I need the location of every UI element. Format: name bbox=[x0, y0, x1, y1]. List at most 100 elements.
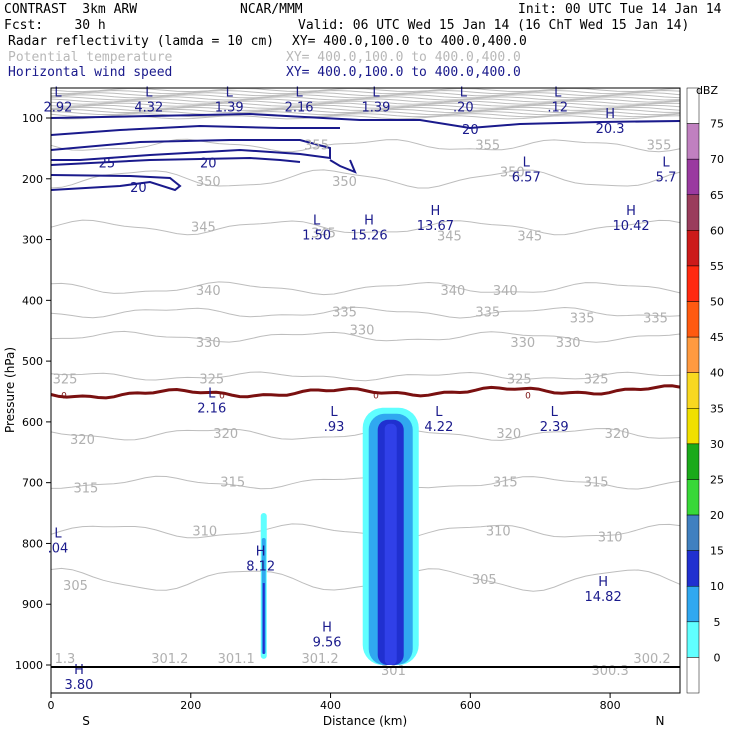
theta-label: 330 bbox=[350, 324, 375, 339]
theta-top-contour bbox=[50, 110, 681, 116]
wind-contour-25 bbox=[50, 124, 340, 136]
colorbar-segment bbox=[686, 550, 700, 587]
colorbar-segment bbox=[686, 158, 700, 196]
theta-top-contour bbox=[50, 106, 681, 111]
minmax-marker: H bbox=[605, 107, 615, 122]
minmax-marker: L bbox=[372, 86, 380, 101]
colorbar-segment bbox=[686, 585, 700, 623]
theta-top-contour bbox=[50, 113, 681, 118]
field-xy-reflectivity: XY= 400.0,100.0 to 400.0,400.0 bbox=[292, 34, 527, 49]
minmax-marker: H bbox=[364, 213, 374, 228]
colorbar-segment bbox=[686, 479, 700, 516]
theta-label: 315 bbox=[493, 476, 518, 491]
plot-frame bbox=[50, 87, 681, 694]
org-label: NCAR/MMM bbox=[240, 2, 303, 17]
wind-contour-20 bbox=[50, 112, 681, 130]
theta-label: 315 bbox=[74, 482, 99, 497]
y-tick-label: 600 bbox=[22, 416, 43, 429]
theta-contour bbox=[50, 138, 681, 153]
minmax-value: 2.16 bbox=[197, 402, 226, 417]
theta-label: 301.1 bbox=[218, 652, 255, 667]
north-label: N bbox=[656, 714, 665, 728]
minmax-marker: L bbox=[523, 156, 531, 171]
theta-label: 310 bbox=[598, 530, 623, 545]
theta-contour bbox=[50, 281, 681, 296]
minmax-value: 20.3 bbox=[596, 122, 625, 137]
colorbar-segment bbox=[686, 443, 700, 480]
reflectivity-cell-core bbox=[384, 423, 397, 665]
wind-label: 20 bbox=[462, 123, 479, 138]
freezing-level-label: 0 bbox=[61, 392, 67, 402]
theta-label: 340 bbox=[493, 284, 518, 299]
field-label-reflectivity: Radar reflectivity (lamda = 10 cm) bbox=[8, 34, 275, 49]
theta-top-contour bbox=[50, 92, 681, 97]
minmax-marker: H bbox=[626, 204, 636, 219]
freezing-level-label: 0 bbox=[373, 392, 379, 402]
minmax-marker: L bbox=[551, 405, 559, 420]
field-xy-wind: XY= 400.0,100.0 to 400.0,400.0 bbox=[286, 65, 521, 80]
colorbar-label: 10 bbox=[710, 580, 724, 593]
colorbar-segment bbox=[686, 336, 700, 373]
wind-contour-25b bbox=[50, 139, 331, 161]
theta-label: 345 bbox=[517, 230, 542, 245]
minmax-marker: H bbox=[74, 663, 84, 678]
theta-top-contour bbox=[50, 100, 681, 105]
minmax-value: 2.92 bbox=[44, 101, 73, 116]
colorbar-label: 65 bbox=[710, 189, 724, 202]
reflectivity-cell-core bbox=[262, 583, 265, 654]
colorbar-unit: dBZ bbox=[696, 84, 719, 97]
x-tick-label: 200 bbox=[180, 699, 201, 712]
y-tick-label: 700 bbox=[22, 477, 43, 490]
theta-label: 355 bbox=[304, 138, 329, 153]
theta-top-contour bbox=[50, 96, 681, 101]
y-tick-label: 1000 bbox=[15, 659, 43, 672]
theta-contour bbox=[50, 169, 681, 189]
theta-label: 355 bbox=[647, 138, 672, 153]
colorbar-segment bbox=[686, 194, 700, 231]
theta-label: 310 bbox=[192, 524, 217, 539]
minmax-value: 15.26 bbox=[350, 228, 387, 243]
colorbar-label: 30 bbox=[710, 438, 724, 451]
minmax-marker: L bbox=[54, 526, 62, 541]
minmax-value: 1.39 bbox=[362, 101, 391, 116]
theta-top-contour bbox=[50, 104, 681, 109]
wind-contour-20c bbox=[50, 174, 182, 192]
colorbar-segment bbox=[686, 230, 700, 267]
theta-label: 335 bbox=[643, 312, 668, 327]
colorbar-label: 25 bbox=[710, 473, 724, 486]
x-tick-label: 0 bbox=[48, 699, 55, 712]
theta-label: 340 bbox=[440, 284, 465, 299]
theta-label: 315 bbox=[584, 476, 609, 491]
minmax-value: .20 bbox=[453, 101, 474, 116]
colorbar-segment bbox=[686, 301, 700, 338]
theta-label: 335 bbox=[332, 305, 357, 320]
minmax-marker: L bbox=[460, 86, 468, 101]
minmax-marker: L bbox=[54, 86, 62, 101]
theta-label: 320 bbox=[605, 427, 630, 442]
minmax-marker: L bbox=[330, 405, 338, 420]
wind-contour-20b bbox=[50, 156, 301, 166]
theta-label: 315 bbox=[220, 476, 245, 491]
y-tick-label: 800 bbox=[22, 537, 43, 550]
minmax-value: 8.12 bbox=[246, 560, 275, 575]
model-title: CONTRAST 3km ARW bbox=[4, 2, 138, 17]
x-tick-label: 800 bbox=[600, 699, 621, 712]
minmax-value: .12 bbox=[547, 101, 568, 116]
theta-label: 345 bbox=[311, 226, 336, 241]
colorbar-segment bbox=[686, 265, 700, 302]
theta-top-contour bbox=[50, 102, 681, 107]
theta-label: 350 bbox=[500, 166, 525, 181]
minmax-value: 10.42 bbox=[612, 219, 649, 234]
theta-label: 320 bbox=[70, 433, 95, 448]
y-tick-label: 400 bbox=[22, 294, 43, 307]
y-tick-label: 200 bbox=[22, 173, 43, 186]
colorbar-label: 75 bbox=[710, 118, 724, 131]
minmax-value: 1.50 bbox=[302, 228, 331, 243]
minmax-marker: H bbox=[256, 545, 266, 560]
theta-label: 325 bbox=[199, 372, 224, 387]
colorbar-label: 55 bbox=[710, 260, 724, 273]
freezing-level-label: 0 bbox=[525, 392, 531, 402]
minmax-value: 5.7 bbox=[656, 171, 677, 186]
freezing-level-line bbox=[50, 384, 681, 400]
